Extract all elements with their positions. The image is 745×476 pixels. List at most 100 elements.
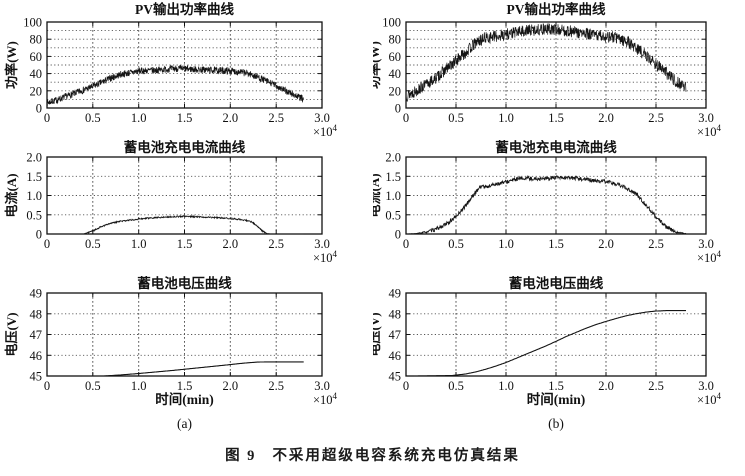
x-scale-label: ×104	[697, 391, 722, 407]
x-tick-label: 2.5	[648, 111, 664, 125]
x-scale-label: ×104	[313, 391, 338, 407]
x-scale-label: ×104	[313, 123, 338, 139]
x-tick-label: 0.5	[85, 111, 101, 125]
x-tick-label: 0	[44, 237, 50, 251]
y-tick-label: 40	[30, 67, 43, 81]
y-tick-label: 46	[30, 349, 43, 363]
x-tick-label: 0.5	[448, 111, 464, 125]
x-axis-label: 时间(min)	[155, 391, 214, 407]
x-tick-label: 1.0	[498, 237, 514, 251]
x-scale-label: ×104	[697, 249, 722, 265]
chart-title: PV输出功率曲线	[135, 1, 234, 17]
x-tick-label: 3.0	[314, 379, 330, 393]
y-tick-label: 80	[30, 33, 43, 47]
x-tick-label: 2.0	[223, 379, 239, 393]
chart-title: 蓄电池电压曲线	[137, 275, 232, 291]
subplot-battery-current-b: 0 0.5 1.0 1.5 2.0 2.5 3.0 0 0.5 1.0 1.5 2.0 蓄电池充电电流曲…	[373, 140, 722, 265]
y-axis-label: 功率(W)	[4, 41, 19, 89]
x-tick-label: 1.0	[498, 379, 514, 393]
x-tick-label: 2.5	[268, 379, 284, 393]
data-curve	[81, 361, 304, 377]
y-tick-label: 2.0	[26, 151, 42, 165]
y-axis-label: 功率(W)	[373, 41, 382, 89]
x-tick-label: 1.0	[131, 237, 147, 251]
y-tick-label: 20	[389, 84, 402, 98]
y-tick-label: 80	[389, 33, 402, 47]
x-tick-label: 1.5	[548, 111, 564, 125]
subplot-pv-power-a: 0 0.5 1.0 1.5 2.0 2.5 3.0020406080100PV输出功率曲线功…	[4, 1, 338, 139]
subplot-letter: (b)	[548, 416, 564, 431]
y-tick-label: 47	[30, 328, 43, 342]
x-tick-label: 0	[44, 111, 50, 125]
y-tick-label: 1.5	[26, 170, 42, 184]
x-tick-label: 0.5	[85, 237, 101, 251]
y-tick-label: 48	[30, 307, 43, 321]
subplot-pv-power-b: 0 0.5 1.0 1.5 2.0 2.5 3.0020406080100PV输出功率曲线功…	[373, 1, 722, 139]
x-tick-label: 0	[403, 379, 409, 393]
x-tick-label: 1.5	[177, 237, 193, 251]
chart-title: PV输出功率曲线	[507, 1, 606, 17]
subplot-battery-current-a: 0 0.5 1.0 1.5 2.0 2.5 3.0 0 0.5 1.0 1.5 2.0 蓄电池充电电流曲…	[4, 140, 338, 265]
x-tick-label: 0	[44, 379, 50, 393]
y-axis-label: 电流(A)	[373, 173, 382, 217]
y-tick-label: 0.5	[26, 208, 42, 222]
y-tick-label: 60	[389, 50, 402, 64]
data-curve	[406, 174, 687, 235]
y-tick-label: 45	[389, 370, 402, 384]
y-tick-label: 49	[389, 287, 402, 301]
x-tick-label: 1.5	[548, 379, 564, 393]
subplot-battery-voltage-a: 0 0.5 1.0 1.5 2.0 2.5 3.0 45 46 47 48 49 蓄电池电压曲线电压(V…	[4, 275, 338, 431]
x-tick-label: 2.5	[648, 237, 664, 251]
y-axis-label: 电压(V)	[373, 312, 382, 356]
y-axis-label: 电压(V)	[4, 312, 19, 356]
x-tick-label: 1.5	[548, 237, 564, 251]
y-tick-label: 1.0	[26, 189, 42, 203]
y-tick-label: 2.0	[385, 151, 401, 165]
x-scale-label: ×104	[313, 249, 338, 265]
subplot-letter: (a)	[177, 416, 192, 431]
x-tick-label: 2.0	[223, 111, 239, 125]
data-curve	[47, 214, 304, 235]
subplot-battery-voltage-b: 0 0.5 1.0 1.5 2.0 2.5 3.0 45 46 47 48 49 蓄电池电压曲线电压(V…	[373, 275, 722, 431]
y-tick-label: 46	[389, 349, 402, 363]
y-axis-label: 电流(A)	[4, 173, 19, 217]
x-tick-label: 1.0	[498, 111, 514, 125]
figure-caption: 图 9 不采用超级电容系统充电仿真结果	[0, 444, 745, 465]
y-tick-label: 40	[389, 67, 402, 81]
y-tick-label: 0	[36, 102, 42, 116]
x-tick-label: 3.0	[314, 237, 330, 251]
y-tick-label: 49	[30, 287, 43, 301]
y-tick-label: 0	[395, 228, 401, 242]
x-tick-label: 0	[403, 111, 409, 125]
y-tick-label: 100	[23, 16, 42, 30]
x-axis-label: 时间(min)	[527, 391, 586, 407]
y-tick-label: 45	[30, 370, 43, 384]
data-curve	[414, 310, 686, 377]
y-tick-label: 20	[30, 84, 43, 98]
x-tick-label: 2.5	[648, 379, 664, 393]
x-tick-label: 2.5	[268, 237, 284, 251]
x-tick-label: 0	[403, 237, 409, 251]
chart-title: 蓄电池电压曲线	[509, 275, 604, 291]
x-tick-label: 1.0	[131, 111, 147, 125]
y-tick-label: 100	[382, 16, 401, 30]
x-tick-label: 1.0	[131, 379, 147, 393]
x-tick-label: 3.0	[698, 379, 714, 393]
x-tick-label: 2.0	[598, 379, 614, 393]
x-tick-label: 1.5	[177, 379, 193, 393]
y-tick-label: 60	[30, 50, 43, 64]
chart-title: 蓄电池充电电流曲线	[495, 140, 617, 155]
y-tick-label: 48	[389, 307, 402, 321]
data-curve	[405, 23, 687, 102]
x-scale-label: ×104	[697, 123, 722, 139]
y-tick-label: 0.5	[385, 208, 401, 222]
x-tick-label: 2.0	[598, 237, 614, 251]
x-tick-label: 0.5	[448, 237, 464, 251]
x-tick-label: 3.0	[314, 111, 330, 125]
data-curve	[46, 64, 304, 107]
chart-title: 蓄电池充电电流曲线	[124, 140, 246, 155]
x-tick-label: 0.5	[448, 379, 464, 393]
x-tick-label: 2.0	[598, 111, 614, 125]
y-tick-label: 0	[36, 228, 42, 242]
